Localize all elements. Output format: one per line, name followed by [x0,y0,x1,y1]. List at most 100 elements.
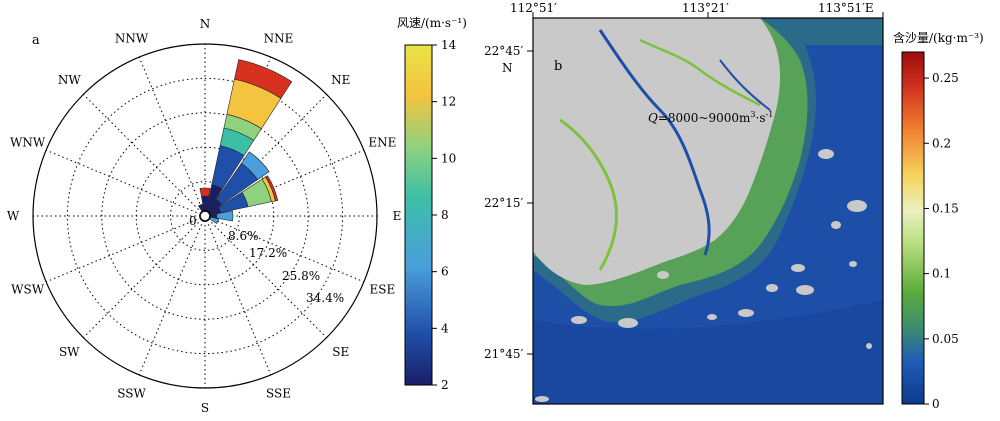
direction-label-nw: NW [58,73,82,87]
ring-3 [101,112,309,320]
discharge-q: Q [648,111,658,125]
sediment-colorbar-title: 含沙量/(kg·m⁻³) [893,30,984,45]
petal-e-segment-2 [216,210,234,222]
panel-b-label: b [554,59,562,74]
wind-rose-grid [33,44,377,388]
ring-label-1: 8.6% [228,229,259,243]
wind-rose-petals [198,59,293,225]
calm-center-circle [199,210,211,222]
latitude-tick-2: 22°15′ [484,196,524,210]
spoke-wsw [45,215,206,283]
direction-label-ne: NE [331,73,350,87]
windspeed-colorbar-title: 风速/(m·s⁻¹) [397,16,467,30]
latitude-tick-1: 22°45′ [484,44,524,58]
discharge-unit-sup: 3 [750,110,755,119]
petal-n-segment-2 [199,187,211,197]
island [818,149,834,159]
longitude-tick-1: 112°51′ [510,1,557,15]
windspeed-tick-label: 2 [441,378,449,392]
sediment-tick-label: 0 [932,397,940,411]
petal-ene-segment-5 [265,175,279,202]
island [866,343,872,349]
spoke-wnw [45,149,206,217]
longitude-tick-3: 113°51′E [818,1,874,15]
direction-label-ese: ESE [370,282,396,296]
sediment-tick-label: 0.05 [932,332,959,346]
ring-label-4: 34.4% [306,291,344,305]
windspeed-colorbar [404,44,433,386]
direction-label-s: S [201,401,209,415]
windspeed-tick-label: 6 [441,265,449,279]
windspeed-tick-label: 10 [441,151,456,165]
direction-label-ene: ENE [368,136,396,150]
sediment-map-panel: 112°51′ 113°21′ 113°51′E 22°45′ N 22°15′… [484,1,984,411]
petal-nne-segment-6 [234,59,293,99]
direction-label-wsw: WSW [11,282,45,296]
latitude-tick-3: 21°45′ [484,347,524,361]
direction-label-se: SE [332,345,349,359]
north-channel [639,38,761,107]
spoke-ne [204,94,327,217]
ring-label-3: 25.8% [282,269,320,283]
direction-label-nne: NNE [264,32,294,46]
sediment-tick-label: 0.15 [932,201,959,215]
windspeed-tick-label: 8 [441,208,449,222]
island [571,316,587,324]
ring-label-2: 17.2% [249,246,287,260]
center-zero-label: 0 [189,214,197,228]
spoke-ssw [138,215,206,376]
ring-4 [66,77,344,355]
windspeed-tick-label: 14 [441,38,457,52]
island [618,318,638,328]
sediment-tick-label: 0.1 [932,267,951,281]
pearl-river-channel [598,29,711,256]
island [791,264,805,272]
island [657,271,669,279]
spoke-ene [204,149,365,217]
windspeed-colorbar-ticks: 14 12 10 8 6 4 2 [432,38,457,392]
island [831,221,841,229]
sediment-tick-label: 0.25 [932,71,959,85]
direction-label-n: N [200,17,211,31]
discharge-value: =8000~9000m [658,111,751,125]
ring-percent-labels: 8.6% 17.2% 25.8% 34.4% [228,229,344,305]
spoke-nw [83,94,206,217]
island [766,284,778,292]
island [535,396,549,402]
spoke-nnw [138,56,206,217]
island [738,309,754,317]
island [796,285,814,295]
ring-1 [170,181,240,251]
windspeed-tick-label: 12 [441,95,456,109]
discharge-unit-sup2: -1 [766,110,774,119]
island [707,314,717,320]
island [847,200,867,212]
map-ticks [527,12,884,355]
direction-label-e: E [393,209,402,223]
direction-label-sse: SSE [266,386,291,400]
direction-label-nnw: NNW [115,32,149,46]
spoke-sw [83,215,206,338]
direction-label-ssw: SSW [117,386,146,400]
longitude-tick-2: 113°21′ [682,1,729,15]
direction-label-wnw: WNW [10,136,46,150]
wind-rose-panel: a 0 8.6% 17.2% 25.8% 34.4% N NNE NE ENE E ESE SE S… [7,16,467,415]
island [849,261,857,267]
discharge-annotation: Q=8000~9000m3·s-1 [648,110,773,125]
spoke-sse [204,215,272,376]
offshore-water [533,300,883,404]
direction-label-sw: SW [59,345,80,359]
spoke-ese [204,215,365,283]
mainland [533,18,780,285]
petal-ne-segment-3 [240,151,270,181]
windspeed-tick-label: 4 [441,321,449,335]
spoke-se [204,215,327,338]
map-area [533,18,883,404]
west-river-channel [559,118,619,271]
sediment-colorbar [901,51,925,405]
panel-a-label: a [32,33,40,48]
latitude-tick-1-hemisphere: N [502,61,513,75]
direction-label-w: W [7,209,20,223]
sediment-colorbar-ticks: 0.25 0.2 0.15 0.1 0.05 0 [924,71,959,411]
